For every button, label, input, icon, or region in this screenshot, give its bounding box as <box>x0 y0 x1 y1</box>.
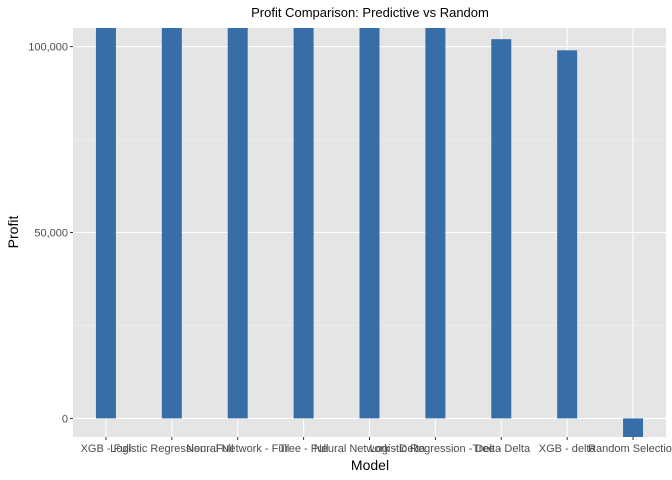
bar <box>359 28 380 419</box>
x-tick-label: Neural Network - Full <box>186 443 289 455</box>
bars <box>95 28 644 437</box>
x-tick-label: Tree - Delta <box>472 443 531 455</box>
bar <box>227 28 248 419</box>
bar <box>491 39 512 419</box>
x-tick-label: Logistic Regression - Full <box>110 443 234 455</box>
y-axis-title: Profit <box>5 216 21 249</box>
bar <box>95 28 116 419</box>
x-tick-label: Tree - Full <box>279 443 329 455</box>
y-tick-label: 50,000 <box>34 228 68 240</box>
x-tick-label: Neural Network - Delta <box>314 443 426 455</box>
x-tick-label: XGB - delta <box>539 443 597 455</box>
y-axis-ticks: 0 50,000 100,000 <box>28 42 73 425</box>
bar <box>161 28 182 419</box>
bar <box>293 28 314 419</box>
x-axis-title: Model <box>351 457 389 473</box>
y-tick-label: 0 <box>62 413 68 425</box>
y-tick-label: 100,000 <box>28 42 68 54</box>
bar <box>425 28 446 419</box>
bar <box>557 50 578 419</box>
x-tick-label: Random Selection <box>588 443 672 455</box>
bar <box>623 418 644 437</box>
x-tick-label: XGB - Full <box>81 443 132 455</box>
chart-title: Profit Comparison: Predictive vs Random <box>251 5 489 20</box>
x-tick-label: Logistic Regression - Delta <box>370 443 502 455</box>
